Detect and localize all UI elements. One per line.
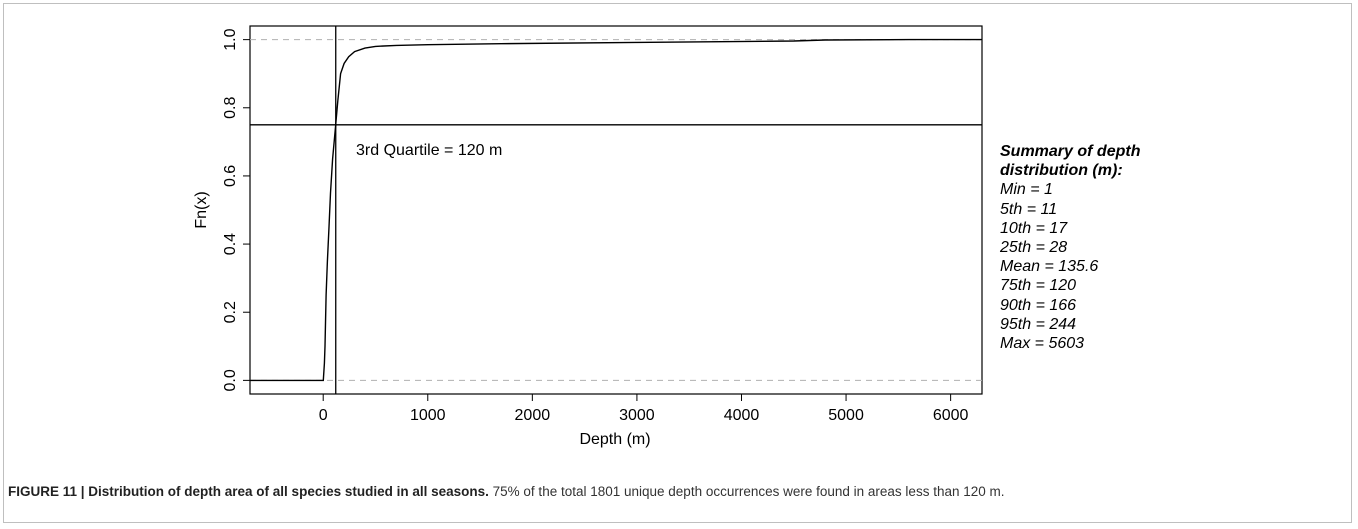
summary-stat: 75th = 120 [1000, 277, 1077, 295]
y-tick-label: 0.6 [222, 165, 239, 187]
y-tick-label: 0.2 [222, 301, 239, 323]
summary-stat: 25th = 28 [1000, 239, 1068, 257]
plot-area-border [249, 25, 983, 395]
x-tick-label: 1000 [410, 407, 446, 424]
caption-text: 75% of the total 1801 unique depth occur… [488, 484, 1005, 499]
y-tick-label: 1.0 [222, 28, 239, 50]
x-axis-label: Depth (m) [579, 431, 650, 448]
figure-frame [3, 3, 1352, 523]
summary-title-line2: distribution (m): [1000, 162, 1123, 180]
x-tick-label: 3000 [619, 407, 655, 424]
y-tick-label: 0.0 [222, 369, 239, 391]
summary-stat: Max = 5603 [1000, 335, 1085, 353]
summary-stat: 10th = 17 [1000, 219, 1068, 237]
figure-caption: FIGURE 11 | Distribution of depth area o… [8, 482, 1338, 501]
caption-label: FIGURE 11 | Distribution of depth area o… [8, 484, 489, 499]
x-tick-label: 0 [319, 407, 328, 424]
x-tick-label: 4000 [724, 407, 760, 424]
x-tick-label: 2000 [515, 407, 551, 424]
summary-stat: 5th = 11 [1000, 200, 1058, 218]
summary-stat: Mean = 135.6 [1000, 258, 1099, 276]
summary-title-line1: Summary of depth [1000, 143, 1141, 160]
x-tick-label: 6000 [933, 407, 969, 424]
summary-stat: 95th = 244 [1000, 315, 1077, 333]
y-tick-label: 0.8 [222, 97, 239, 119]
y-tick-label: 0.4 [222, 233, 239, 255]
depth-summary: Summary of depth distribution (m): Min =… [1000, 142, 1140, 353]
x-tick-label: 5000 [828, 407, 864, 424]
ecdf-series-line [250, 38, 982, 382]
y-axis-label: Fn(x) [193, 191, 210, 228]
quartile-annotation: 3rd Quartile = 120 m [356, 142, 502, 159]
summary-stat: Min = 1 [1000, 181, 1053, 199]
ecdf-chart: 0 1000 2000 3000 4000 5000 6000 0.0 0.2 0.4 0.6 0.… [193, 25, 983, 448]
summary-stat: 90th = 166 [1000, 296, 1077, 314]
